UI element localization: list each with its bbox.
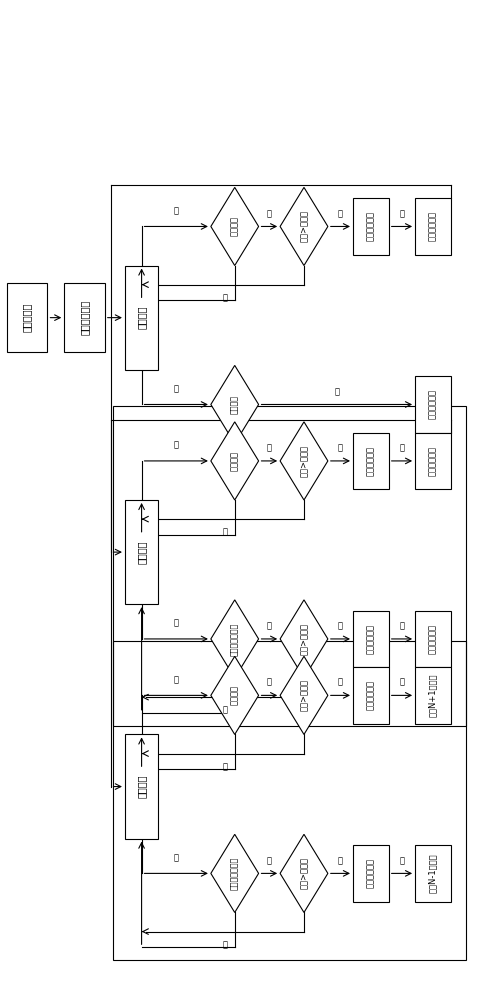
- Text: 预设延迟时间: 预设延迟时间: [366, 858, 376, 888]
- Polygon shape: [280, 187, 328, 266]
- Text: 启动N-1台风机: 启动N-1台风机: [428, 854, 437, 893]
- Bar: [125, 734, 158, 839]
- Text: 各台均最低限值: 各台均最低限值: [230, 622, 239, 656]
- Text: 否: 否: [174, 206, 179, 215]
- Text: 预设延迟时间: 预设延迟时间: [366, 680, 376, 710]
- Text: 是: 是: [338, 856, 343, 865]
- Text: 调节转速: 调节转速: [137, 306, 147, 329]
- Bar: [64, 283, 104, 352]
- Text: 是: 是: [399, 443, 404, 452]
- Text: 偏差>预设值: 偏差>预设值: [299, 445, 308, 477]
- Polygon shape: [211, 365, 259, 444]
- Bar: [113, 406, 467, 726]
- Bar: [125, 500, 158, 604]
- Text: 是: 是: [338, 209, 343, 218]
- Text: 是: 是: [267, 443, 272, 452]
- Text: 否: 否: [174, 853, 179, 862]
- Text: 启动N+1台风机: 启动N+1台风机: [428, 674, 437, 717]
- Polygon shape: [211, 834, 259, 912]
- Text: 最高限值: 最高限值: [230, 216, 239, 236]
- Text: 是: 是: [267, 621, 272, 630]
- Text: 是: 是: [399, 621, 404, 630]
- Text: 否: 否: [174, 384, 179, 393]
- Polygon shape: [280, 834, 328, 912]
- Text: 否: 否: [223, 528, 228, 537]
- Text: 启动两台风机: 启动两台风机: [428, 211, 437, 241]
- Text: 否: 否: [223, 940, 228, 949]
- Polygon shape: [280, 600, 328, 678]
- Text: 是: 是: [338, 443, 343, 452]
- Text: 调节转速: 调节转速: [137, 775, 147, 798]
- Text: 启动三台风机: 启动三台风机: [428, 446, 437, 476]
- Text: 预设延迟时间: 预设延迟时间: [366, 211, 376, 241]
- Text: 否: 否: [223, 706, 228, 715]
- Text: 各台均最低限值: 各台均最低限值: [230, 857, 239, 890]
- Text: 启动一台风机: 启动一台风机: [80, 300, 89, 335]
- Text: 是: 是: [267, 209, 272, 218]
- Text: 偏差>预设值: 偏差>预设值: [299, 210, 308, 242]
- Bar: [415, 433, 451, 489]
- Text: 是: 是: [338, 678, 343, 687]
- Text: 启动一台风机: 启动一台风机: [428, 389, 437, 419]
- Bar: [353, 611, 389, 667]
- Bar: [415, 198, 451, 255]
- Text: 是: 是: [399, 678, 404, 687]
- Text: 偏差>预设值: 偏差>预设值: [299, 623, 308, 655]
- Text: 偏差>预设值: 偏差>预设值: [299, 857, 308, 889]
- Polygon shape: [211, 422, 259, 500]
- Text: 否: 否: [174, 619, 179, 628]
- Bar: [353, 198, 389, 255]
- Text: 最高限值: 最高限值: [230, 685, 239, 705]
- Text: 定压力模式: 定压力模式: [22, 303, 32, 332]
- Polygon shape: [211, 187, 259, 266]
- Text: 否: 否: [223, 762, 228, 771]
- Bar: [113, 641, 467, 960]
- Bar: [353, 433, 389, 489]
- Text: 偏差>预设值: 偏差>预设值: [299, 679, 308, 711]
- Bar: [353, 667, 389, 724]
- Bar: [415, 667, 451, 724]
- Polygon shape: [280, 422, 328, 500]
- Text: 预设延迟时间: 预设延迟时间: [366, 446, 376, 476]
- Text: 预设延迟时间: 预设延迟时间: [366, 624, 376, 654]
- Text: 是: 是: [267, 856, 272, 865]
- Polygon shape: [280, 656, 328, 734]
- Text: 否: 否: [174, 441, 179, 450]
- Bar: [415, 376, 451, 433]
- Text: 是: 是: [399, 209, 404, 218]
- Text: 否: 否: [223, 293, 228, 302]
- Text: 是: 是: [334, 387, 339, 396]
- Text: 是: 是: [338, 621, 343, 630]
- Text: 最低限值: 最低限值: [230, 395, 239, 414]
- Polygon shape: [211, 656, 259, 734]
- Text: 调节转速: 调节转速: [137, 540, 147, 564]
- Text: 是: 是: [267, 678, 272, 687]
- Bar: [415, 611, 451, 667]
- Bar: [353, 845, 389, 902]
- Text: 最高限值: 最高限值: [230, 451, 239, 471]
- Polygon shape: [211, 600, 259, 678]
- Bar: [125, 266, 158, 370]
- Text: 启动一台风机: 启动一台风机: [428, 624, 437, 654]
- Text: 否: 否: [174, 675, 179, 684]
- Bar: [7, 283, 47, 352]
- Bar: [415, 845, 451, 902]
- Text: 是: 是: [399, 856, 404, 865]
